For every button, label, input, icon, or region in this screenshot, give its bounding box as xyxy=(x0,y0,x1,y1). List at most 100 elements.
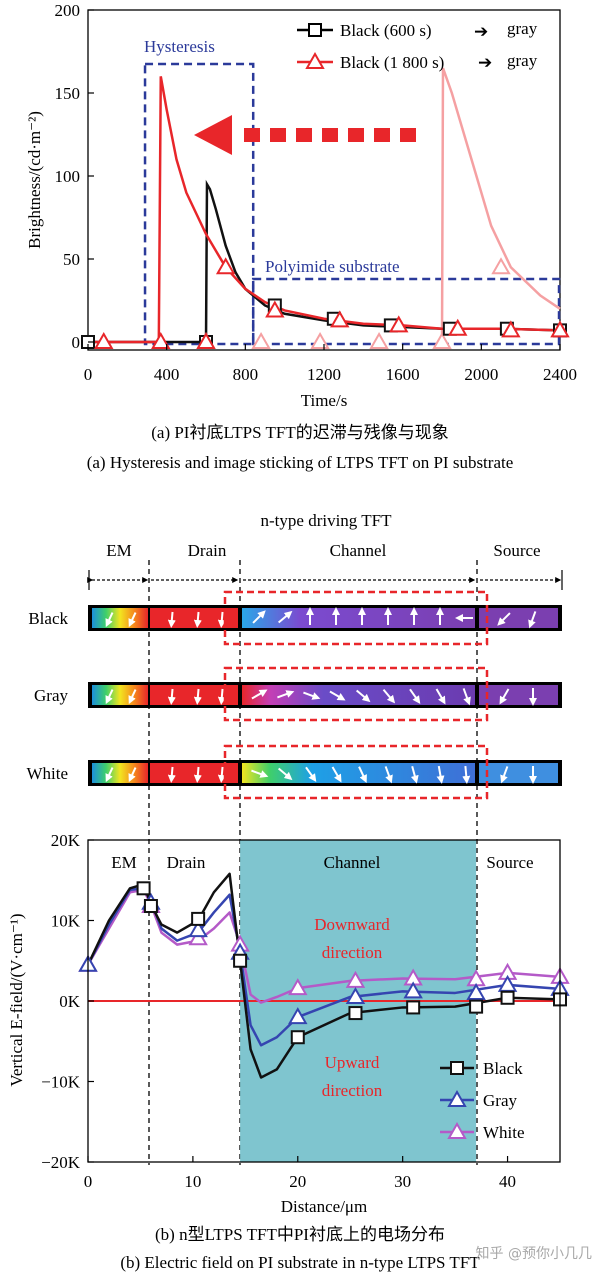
marker-black xyxy=(233,953,248,968)
bottom-xlabel: Distance/μm xyxy=(281,1197,368,1216)
field-arrow xyxy=(355,689,371,703)
field-arrow xyxy=(303,691,321,700)
marker-black xyxy=(348,1006,363,1021)
x-tick-label: 30 xyxy=(394,1172,411,1191)
y-tick-label: 10K xyxy=(51,912,81,931)
y-tick-label: 100 xyxy=(55,167,81,186)
field-arrow xyxy=(128,767,137,783)
field-arrow xyxy=(358,766,367,783)
series-black-1800 xyxy=(88,76,561,344)
legend-marker-gray xyxy=(447,1089,467,1107)
field-arrow xyxy=(217,611,226,628)
x-tick-label: 0 xyxy=(84,1172,93,1191)
marker-white xyxy=(188,928,208,946)
field-arrow xyxy=(217,766,226,783)
bottom-region-drain: Drain xyxy=(167,853,206,872)
marker-light-red xyxy=(369,331,389,349)
marker-white xyxy=(345,970,366,988)
field-arrow xyxy=(500,766,509,784)
field-arrow xyxy=(384,766,393,784)
field-arrow xyxy=(331,766,342,783)
bar-em xyxy=(92,685,148,705)
bottom-region-channel: Channel xyxy=(324,853,381,872)
marker-red xyxy=(196,331,216,349)
marker-black xyxy=(290,1030,305,1045)
marker-black xyxy=(406,1000,421,1015)
field-arrow xyxy=(193,611,202,628)
marker-light-red xyxy=(432,331,452,349)
marker-black xyxy=(191,911,206,926)
legend-arrow-1: ➔ xyxy=(474,22,488,41)
arrow-dash xyxy=(348,128,364,142)
field-arrow xyxy=(105,612,114,628)
field-arrow xyxy=(409,688,421,705)
y-tick-label: 20K xyxy=(51,831,81,850)
bar-source xyxy=(479,763,558,783)
arrow-dash xyxy=(296,128,312,142)
legend-marker-square xyxy=(308,23,322,37)
field-arrow xyxy=(462,765,471,784)
bar-source xyxy=(479,608,558,628)
field-arrow xyxy=(167,611,176,628)
legend-marker-triangle xyxy=(305,51,325,69)
top-series-group xyxy=(81,67,570,349)
x-tick-label: 2400 xyxy=(543,365,577,384)
legend-target-1: gray xyxy=(507,19,538,38)
y-tick-label: 50 xyxy=(63,250,80,269)
field-arrow xyxy=(499,688,510,705)
field-arrow xyxy=(167,766,176,783)
efield-chart: 0 10 20 30 40 −20K −10K 0K 10K 20K EM Drain Chann… xyxy=(7,831,570,1216)
legend-marker-white xyxy=(447,1121,467,1139)
y-tick-label: 150 xyxy=(55,84,81,103)
top-axes: 0 400 800 1200 1600 2000 2400 0 50 100 150 200 xyxy=(55,1,578,384)
marker-red xyxy=(215,257,236,275)
marker-red xyxy=(501,320,521,338)
marker-red xyxy=(389,315,409,333)
field-arrow xyxy=(436,765,445,784)
top-ylabel: Brightness/(cd·m⁻²) xyxy=(25,111,44,249)
marker-red xyxy=(330,310,350,328)
field-arrow xyxy=(462,688,471,706)
marker-black xyxy=(143,899,158,914)
polyimide-label: Polyimide substrate xyxy=(265,257,400,276)
upward-label-1: Upward xyxy=(325,1053,380,1072)
arrow-dash xyxy=(400,128,416,142)
field-arrow xyxy=(128,612,137,628)
field-arrow xyxy=(251,689,268,700)
arrow-dash xyxy=(322,128,338,142)
arrow-dash xyxy=(270,128,286,142)
field-diagram: n-type driving TFT EM Drain Channel Sour… xyxy=(26,511,563,1165)
ghost-curve xyxy=(440,67,561,343)
x-tick-label: 1600 xyxy=(386,365,420,384)
legend-black: Black xyxy=(483,1059,523,1078)
field-arrow xyxy=(277,767,293,781)
downward-label-2: direction xyxy=(322,943,383,962)
field-arrow xyxy=(435,688,446,705)
y-tick-label: −10K xyxy=(41,1073,81,1092)
field-arrow xyxy=(128,689,137,705)
top-caption-en: (a) Hysteresis and image sticking of LTP… xyxy=(87,453,514,472)
watermark: 知乎 @预你小几几 xyxy=(476,1245,592,1262)
top-caption-cn: (a) PI衬底LTPS TFT的迟滞与残像与现象 xyxy=(151,423,449,442)
legend-label-black-1800: Black (1 800 s) xyxy=(340,53,444,72)
diagram-title: n-type driving TFT xyxy=(261,511,393,530)
marker-red xyxy=(448,318,468,336)
field-arrow xyxy=(382,688,396,704)
brightness-chart: 0 400 800 1200 1600 2000 2400 0 50 100 150 200 Time… xyxy=(25,1,577,410)
legend-marker-black xyxy=(450,1061,464,1075)
x-tick-label: 10 xyxy=(184,1172,201,1191)
x-tick-label: 800 xyxy=(233,365,259,384)
field-arrow xyxy=(193,766,202,783)
marker-red xyxy=(550,320,570,338)
marker-red xyxy=(265,300,285,318)
field-arrow xyxy=(528,611,537,629)
field-arrow xyxy=(410,765,419,784)
field-arrow xyxy=(167,688,176,705)
field-arrow xyxy=(193,688,202,705)
x-tick-label: 20 xyxy=(289,1172,306,1191)
y-tick-label: 200 xyxy=(55,1,81,20)
arrow-dash xyxy=(374,128,390,142)
row-label-black: Black xyxy=(28,609,68,628)
bottom-ylabel: Vertical E-field/(V·cm⁻¹) xyxy=(7,913,26,1086)
